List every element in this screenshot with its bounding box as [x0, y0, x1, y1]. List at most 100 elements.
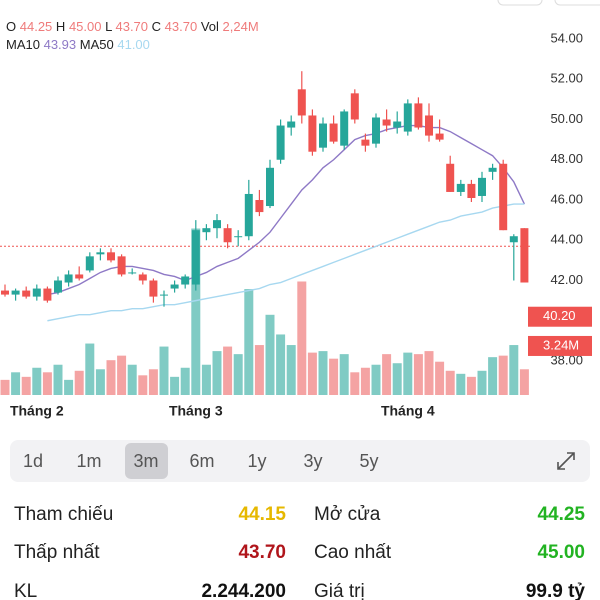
stat-label: Mở cửa	[314, 504, 381, 525]
stat-label: Tham chiếu	[14, 504, 113, 525]
y-tick-label: 50.00	[550, 111, 583, 126]
candle-body	[181, 276, 190, 285]
volume-bar	[456, 373, 466, 395]
candle-body	[54, 280, 62, 293]
ohlc-legend: O 44.25 H 45.00 L 43.70 C 43.70 Vol 2,24…	[6, 19, 259, 34]
volume-bar	[95, 369, 105, 395]
volume-bar	[382, 354, 392, 395]
period-button[interactable]: 1y	[247, 451, 266, 471]
stat-value: 43.70	[238, 542, 286, 563]
candle-body	[467, 183, 476, 198]
stat-label: Cao nhất	[314, 542, 392, 563]
candle-body	[32, 288, 41, 297]
period-button[interactable]: 3m	[133, 451, 158, 471]
volume-bar	[318, 351, 328, 395]
candle-body	[414, 103, 423, 128]
volume-bar	[21, 376, 31, 395]
candle-body	[202, 228, 211, 233]
candle-body	[170, 284, 179, 289]
volume-bar	[159, 346, 169, 395]
volume-bar	[350, 372, 360, 395]
y-tick-label: 42.00	[550, 272, 583, 287]
price-tag-box	[528, 306, 592, 327]
volume-bar	[445, 370, 455, 395]
volume-bar	[106, 360, 116, 395]
volume-bar	[286, 345, 296, 395]
y-tick-label: 48.00	[550, 151, 583, 166]
candle-body	[287, 121, 296, 128]
candle-body	[85, 256, 94, 271]
candle-body	[372, 117, 380, 144]
volume-bar	[148, 369, 158, 395]
candle-body	[191, 230, 200, 285]
volume-bar	[477, 370, 487, 395]
top-button[interactable]	[497, 0, 543, 6]
volume-bar	[488, 357, 498, 395]
price-tag: 40.20	[543, 308, 576, 323]
volume-bar	[117, 355, 127, 395]
volume-bar	[0, 379, 10, 395]
volume-bar	[32, 367, 42, 395]
candle-body	[382, 119, 391, 126]
period-button[interactable]: 3y	[303, 451, 322, 471]
period-button[interactable]: 5y	[359, 451, 378, 471]
ma-legend: MA10 43.93 MA50 41.00	[6, 37, 150, 52]
candle-body	[350, 93, 359, 120]
expand-icon[interactable]	[557, 452, 575, 470]
candle-body	[117, 256, 126, 275]
legend-part: 43.93	[44, 37, 77, 52]
volume-bar	[509, 345, 519, 395]
period-button[interactable]: 1m	[76, 451, 101, 471]
stat-label: Giá trị	[314, 581, 365, 600]
candle-body	[11, 290, 20, 295]
y-tick-label: 52.00	[550, 71, 583, 86]
x-tick-label: Tháng 2	[10, 403, 64, 419]
volume-bar	[223, 346, 233, 395]
candle-body	[308, 115, 317, 152]
volume-bar	[212, 351, 222, 395]
candle-body	[499, 163, 508, 231]
volume-bar	[339, 354, 349, 395]
volume-tag-box	[528, 335, 592, 356]
candle-body	[149, 280, 158, 297]
y-tick-label: 54.00	[550, 30, 583, 45]
volume-bar	[64, 379, 74, 395]
candle-body	[319, 123, 327, 148]
volume-bar	[85, 343, 95, 395]
candle-body	[456, 183, 465, 192]
candle-body	[340, 111, 349, 146]
candle-body	[297, 89, 306, 116]
period-button[interactable]: 6m	[189, 451, 214, 471]
volume-bar	[53, 364, 63, 395]
candle-body	[75, 274, 84, 279]
volume-bar	[233, 354, 243, 395]
legend-part: MA50	[80, 37, 114, 52]
y-tick-label: 44.00	[550, 232, 583, 247]
volume-bar	[127, 364, 137, 395]
volume-bar	[42, 372, 52, 395]
volume-bar	[392, 363, 402, 395]
legend-part: 43.70	[165, 19, 198, 34]
candle-body	[244, 193, 253, 237]
candle-body	[234, 236, 243, 238]
stat-value: 45.00	[537, 542, 585, 563]
volume-bar	[435, 361, 445, 395]
candle-body	[435, 133, 444, 140]
volume-bar	[329, 358, 339, 395]
stat-value: 44.25	[537, 504, 585, 525]
legend-part: H	[56, 19, 65, 34]
x-tick-label: Tháng 3	[169, 403, 223, 419]
volume-bar	[307, 352, 317, 395]
legend-part: O	[6, 19, 16, 34]
candle-body	[329, 123, 338, 142]
candle-body	[446, 163, 455, 192]
top-button[interactable]	[554, 0, 600, 6]
candle-body	[520, 228, 529, 283]
candle-body	[160, 294, 168, 296]
volume-bar	[297, 281, 307, 395]
legend-part: 43.70	[115, 19, 148, 34]
candle-body	[213, 220, 221, 229]
period-button[interactable]: 1d	[23, 451, 43, 471]
